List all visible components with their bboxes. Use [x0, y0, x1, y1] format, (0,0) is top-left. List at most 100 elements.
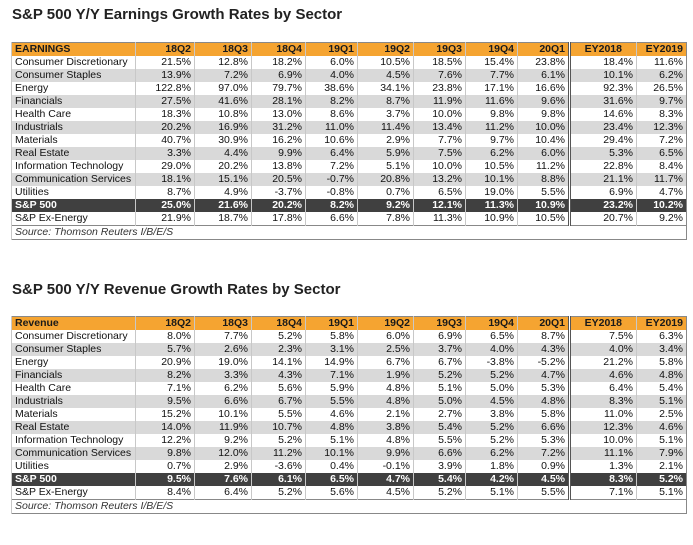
growth-value: 2.9% [194, 460, 252, 473]
growth-value: 11.2% [251, 447, 306, 460]
growth-value: 23.8% [413, 82, 466, 95]
growth-value: 4.3% [517, 343, 570, 356]
growth-value: 13.0% [251, 108, 306, 121]
growth-value: 5.1% [636, 486, 687, 500]
growth-value: -5.2% [517, 356, 570, 369]
growth-value: 11.0% [568, 408, 637, 421]
growth-value: 9.8% [517, 108, 570, 121]
growth-value: 5.4% [636, 382, 687, 395]
growth-value: 122.8% [135, 82, 195, 95]
growth-value: 9.9% [251, 147, 306, 160]
growth-value: 31.2% [251, 121, 306, 134]
growth-value: 6.1% [517, 69, 570, 82]
growth-value: 4.6% [568, 369, 637, 382]
growth-value: 25.0% [135, 199, 195, 212]
revenue-header-19q4: 19Q4 [465, 316, 518, 330]
revenue-header-ey2019: EY2019 [636, 316, 687, 330]
growth-value: 11.3% [465, 199, 518, 212]
growth-value: 11.6% [636, 56, 687, 69]
growth-value: 7.9% [636, 447, 687, 460]
growth-value: 5.6% [251, 382, 306, 395]
growth-value: 4.5% [357, 69, 414, 82]
growth-value: 7.2% [194, 69, 252, 82]
growth-value: 4.8% [305, 421, 358, 434]
growth-value: 4.8% [357, 434, 414, 447]
growth-value: 5.5% [517, 486, 570, 500]
growth-value: 8.3% [568, 473, 637, 486]
sector-row: Materials 15.2% 10.1% 5.5% 4.6% 2.1% 2.7% 3.8% 5… [11, 408, 687, 421]
growth-value: 97.0% [194, 82, 252, 95]
growth-value: 13.4% [413, 121, 466, 134]
sector-row: Financials 27.5% 41.6% 28.1% 8.2% 8.7% 11.9% 11… [11, 95, 687, 108]
growth-value: 5.2% [413, 369, 466, 382]
growth-value: 6.9% [413, 330, 466, 343]
growth-value: 3.7% [413, 343, 466, 356]
growth-value: 21.1% [568, 173, 637, 186]
growth-value: 6.4% [194, 486, 252, 500]
earnings-header-ey2018: EY2018 [568, 42, 637, 56]
sector-label: S&P Ex-Energy [11, 212, 136, 226]
earnings-header-18q4: 18Q4 [251, 42, 306, 56]
growth-value: 9.8% [135, 447, 195, 460]
growth-value: 5.8% [636, 356, 687, 369]
sector-row: Real Estate 14.0% 11.9% 10.7% 4.8% 3.8% 5.4% 5.… [11, 421, 687, 434]
growth-value: 2.5% [636, 408, 687, 421]
growth-value: 0.4% [305, 460, 358, 473]
growth-value: 20.2% [194, 160, 252, 173]
revenue-header-20q1: 20Q1 [517, 316, 570, 330]
growth-value: 23.8% [517, 56, 570, 69]
growth-value: 3.4% [636, 343, 687, 356]
growth-value: -0.7% [305, 173, 358, 186]
growth-value: 9.5% [135, 395, 195, 408]
growth-value: 5.3% [517, 434, 570, 447]
growth-value: 10.1% [194, 408, 252, 421]
growth-value: 41.6% [194, 95, 252, 108]
growth-value: 5.8% [517, 408, 570, 421]
growth-value: 8.0% [135, 330, 195, 343]
sector-label: Communication Services [11, 173, 136, 186]
growth-value: 9.2% [636, 212, 687, 226]
growth-value: 2.6% [194, 343, 252, 356]
growth-value: 4.5% [465, 395, 518, 408]
sector-row: Communication Services 18.1% 15.1% 20.5% -0.… [11, 173, 687, 186]
growth-value: 5.2% [251, 330, 306, 343]
earnings-header-row: EARNINGS 18Q2 18Q3 18Q4 19Q1 19Q2 19Q3 19Q4 20Q1… [11, 42, 687, 56]
growth-value: 4.7% [357, 473, 414, 486]
growth-value: 8.7% [517, 330, 570, 343]
growth-value: 14.9% [305, 356, 358, 369]
growth-value: 40.7% [135, 134, 195, 147]
revenue-title: S&P 500 Y/Y Revenue Growth Rates by Sect… [12, 281, 341, 298]
growth-value: 20.8% [357, 173, 414, 186]
growth-value: 20.5% [251, 173, 306, 186]
growth-value: 10.8% [194, 108, 252, 121]
sector-label: Health Care [11, 108, 136, 121]
growth-value: 15.2% [135, 408, 195, 421]
growth-value: 6.7% [357, 356, 414, 369]
growth-value: 11.1% [568, 447, 637, 460]
growth-value: -0.8% [305, 186, 358, 199]
growth-value: 79.7% [251, 82, 306, 95]
growth-value: 18.5% [413, 56, 466, 69]
sector-label: Real Estate [11, 147, 136, 160]
growth-value: 11.0% [305, 121, 358, 134]
growth-value: 10.0% [413, 108, 466, 121]
growth-value: 9.8% [465, 108, 518, 121]
growth-value: 7.5% [568, 330, 637, 343]
growth-value: 14.1% [251, 356, 306, 369]
growth-value: 4.0% [465, 343, 518, 356]
growth-value: 30.9% [194, 134, 252, 147]
growth-value: 5.2% [251, 486, 306, 500]
growth-value: 10.7% [251, 421, 306, 434]
sector-row: Information Technology 29.0% 20.2% 13.8% 7.2… [11, 160, 687, 173]
growth-value: 20.9% [135, 356, 195, 369]
growth-value: 38.6% [305, 82, 358, 95]
growth-value: 5.1% [636, 395, 687, 408]
growth-value: 16.6% [517, 82, 570, 95]
earnings-header-19q4: 19Q4 [465, 42, 518, 56]
growth-value: 6.1% [251, 473, 306, 486]
growth-value: 6.6% [413, 447, 466, 460]
growth-value: 5.5% [251, 408, 306, 421]
growth-value: 12.3% [636, 121, 687, 134]
growth-value: 21.6% [194, 199, 252, 212]
growth-value: 29.0% [135, 160, 195, 173]
